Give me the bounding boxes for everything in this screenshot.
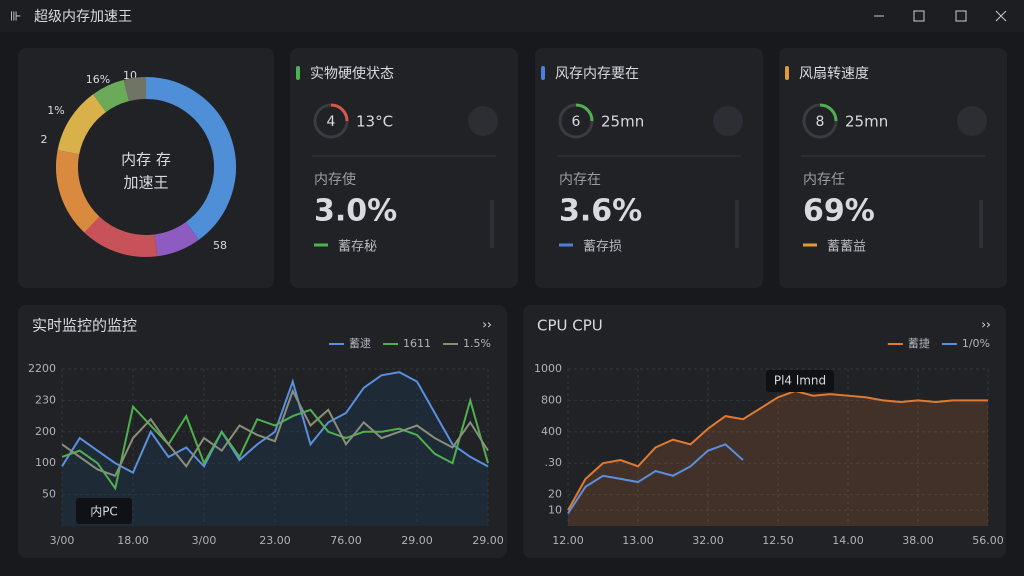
y-tick-label: .30 [545, 456, 563, 469]
area-fill [568, 390, 988, 526]
donut-label: 16% [86, 73, 110, 86]
donut-center: 加速王 [123, 174, 168, 192]
scroll-track [979, 200, 983, 248]
scroll-track [490, 200, 494, 248]
donut-segment [154, 221, 199, 257]
metric-footer: 蓄存损 [583, 240, 622, 255]
title-bar [0, 0, 1024, 32]
series-line [61, 388, 489, 478]
x-tick-label: 23.00 [259, 534, 291, 547]
x-tick-label: 13.00 [622, 534, 654, 547]
x-tick-label: 29.00 [472, 534, 504, 547]
series-line [567, 389, 988, 511]
card-title: 风扇转速度 [799, 66, 869, 82]
gauge-arc [819, 103, 838, 122]
chart-title: CPU CPU [537, 317, 603, 335]
annotation: 内PC [90, 505, 118, 519]
y-tick-label: 100 [35, 456, 56, 469]
y-tick-label: 200 [35, 425, 56, 438]
legend-label: 1611 [403, 337, 431, 350]
donut-center: 内存 存 [121, 151, 171, 169]
y-tick-label: 10 [548, 503, 562, 516]
x-tick-label: 14.00 [832, 534, 864, 547]
y-tick-label: 230 [35, 393, 56, 406]
restore[interactable] [913, 10, 925, 22]
card-title: 风存内存要在 [555, 66, 639, 82]
donut-segment [145, 77, 236, 240]
x-tick-label: 38.00 [902, 534, 934, 547]
action-button[interactable] [468, 106, 498, 136]
y-tick-label: 2200 [28, 362, 56, 375]
y-tick-label: 50 [42, 488, 56, 501]
app-icon: ⊪ [10, 10, 21, 25]
maximize[interactable] [955, 10, 967, 22]
card-accent [785, 66, 789, 80]
series-line [61, 396, 489, 491]
window-title: 超级内存加速王 [34, 9, 132, 25]
y-tick-label: 400 [541, 425, 562, 438]
donut-segment [123, 77, 147, 102]
x-tick-label: 76.00 [330, 534, 362, 547]
metric-value: 69% [803, 194, 875, 229]
legend-label: 蓄捷 [908, 336, 930, 350]
y-tick-label: 1000 [534, 362, 562, 375]
gauge-value: 6 [572, 114, 581, 130]
donut-label: 58 [213, 239, 227, 252]
donut-segment [84, 216, 158, 257]
x-tick-label: 29.00 [401, 534, 433, 547]
reading: 13°C [356, 113, 393, 131]
status-card [290, 48, 518, 288]
donut-label: 1% [47, 104, 64, 117]
legend-label: 蓄逮 [349, 337, 371, 350]
gauge-value: 8 [816, 114, 825, 130]
y-tick-label: 20 [548, 488, 562, 501]
scroll-track [735, 200, 739, 248]
x-tick-label: 3/00 [50, 534, 75, 547]
x-tick-label: 3/00 [192, 534, 217, 547]
annotation-box [766, 370, 834, 392]
x-tick-label: 56.00 [972, 534, 1004, 547]
annotation-box [76, 498, 132, 524]
series-line [567, 443, 744, 514]
expand[interactable]: ›› [482, 318, 492, 332]
metric-label: 内存在 [559, 172, 601, 188]
x-tick-label: 32.00 [692, 534, 724, 547]
x-tick-label: 12.50 [762, 534, 794, 547]
x-tick-label: 12.00 [552, 534, 584, 547]
close[interactable] [995, 10, 1007, 22]
donut-segment [57, 94, 107, 155]
donut-segment [56, 150, 100, 233]
gauge-value: 4 [327, 114, 336, 130]
status-card [779, 48, 1007, 288]
y-tick-label: 800 [541, 393, 562, 406]
gauge-arc [330, 103, 349, 122]
annotation: Pl4 lmnd [774, 374, 826, 388]
metric-footer: 蓄存秘 [338, 240, 377, 255]
metric-label: 内存使 [314, 171, 356, 188]
expand[interactable]: ›› [981, 318, 991, 332]
chart-title: 实时监控的监控 [32, 317, 137, 335]
reading: 25mn [601, 113, 644, 131]
card-title: 实物硬使状态 [310, 65, 394, 82]
status-card [535, 48, 763, 288]
reading: 25mn [845, 113, 888, 131]
legend-label: 1/0% [962, 337, 990, 350]
chart-panel [523, 305, 1006, 558]
card-accent [541, 66, 545, 80]
action-button[interactable] [957, 106, 987, 136]
metric-value: 3.6% [559, 194, 642, 229]
series-line [61, 371, 489, 475]
x-tick-label: 18.00 [117, 534, 149, 547]
donut-label: 2 [41, 133, 48, 146]
legend-label: 1.5% [463, 337, 491, 350]
donut-segment [93, 79, 130, 113]
gauge-arc [575, 103, 594, 122]
metric-label: 内存任 [803, 172, 845, 188]
action-button[interactable] [713, 106, 743, 136]
metric-footer: 蓄蓄益 [827, 240, 866, 255]
card-accent [296, 66, 300, 80]
metric-value: 3.0% [314, 194, 397, 229]
area-fill [62, 372, 488, 526]
